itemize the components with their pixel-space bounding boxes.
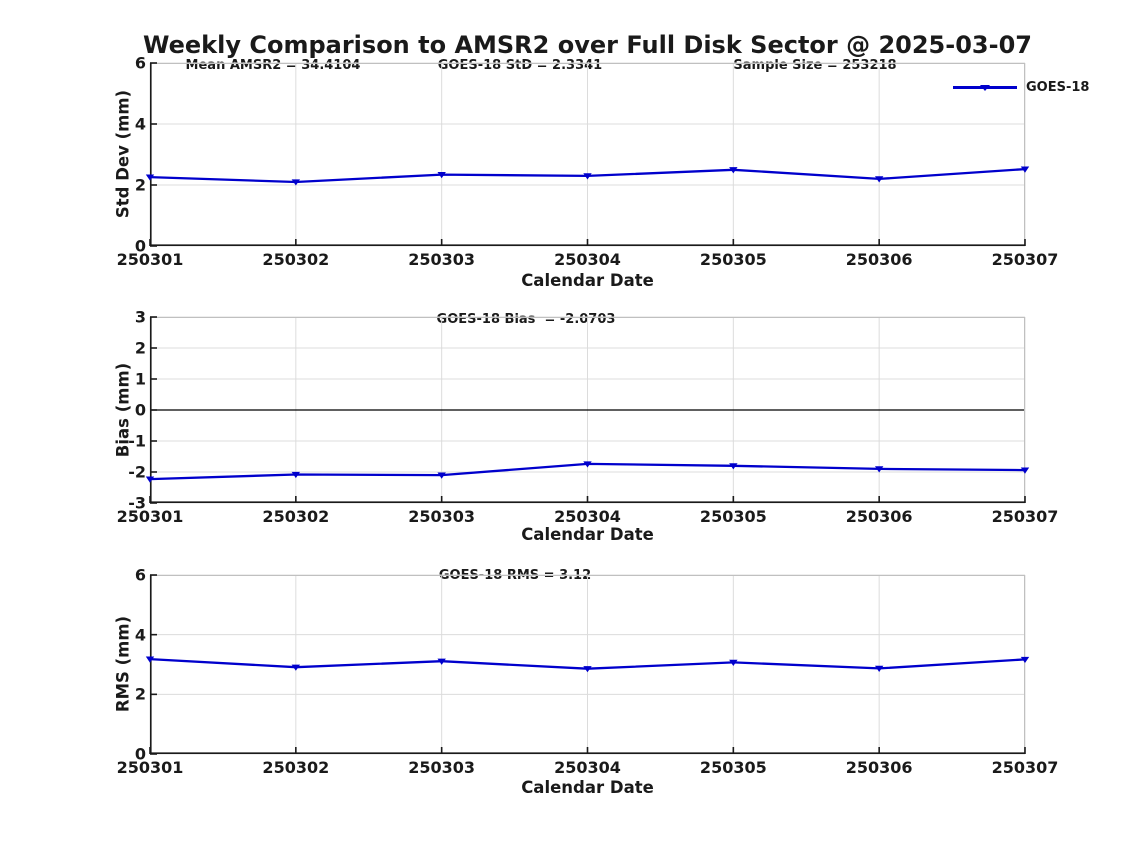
data-point-marker <box>583 666 592 673</box>
y-tick-label: 0 <box>134 236 146 256</box>
x-tick-label: 250302 <box>262 758 330 777</box>
y-tick-label: 6 <box>134 53 146 73</box>
data-point-marker <box>874 176 884 183</box>
data-point-marker <box>583 461 592 468</box>
x-tick-label: 250303 <box>408 250 476 269</box>
x-tick-label: 250302 <box>262 507 330 526</box>
data-point-marker <box>874 466 884 473</box>
plot-area-1 <box>145 62 1030 247</box>
annotation-mean-amsr2: Mean AMSR2 = 34.4104 <box>185 58 361 73</box>
y-tick-label: -3 <box>128 493 146 513</box>
x-axis-label-rms: Calendar Date <box>521 778 654 797</box>
data-point-marker <box>291 664 301 671</box>
data-point-marker <box>583 173 592 180</box>
chart-title: Weekly Comparison to AMSR2 over Full Dis… <box>143 31 1032 59</box>
y-tick-label: 4 <box>134 114 146 134</box>
data-point-marker <box>874 665 884 672</box>
data-point-marker <box>291 179 301 186</box>
y-tick-label: 1 <box>134 369 146 389</box>
y-tick-label: -2 <box>128 462 146 482</box>
y-tick-label: 2 <box>134 175 146 195</box>
data-point-marker <box>729 463 738 470</box>
y-tick-label: 0 <box>134 744 146 764</box>
x-tick-label: 250303 <box>408 758 476 777</box>
annotation-sample-size: Sample Size = 253218 <box>733 58 897 73</box>
x-tick-label: 250306 <box>845 507 913 526</box>
x-tick-label: 250304 <box>554 758 621 777</box>
x-axis-label-stddev: Calendar Date <box>521 271 654 290</box>
data-point-marker <box>145 174 155 181</box>
x-tick-label: 250305 <box>699 250 767 269</box>
legend-line-sample <box>953 79 1017 96</box>
legend: GOES-18 <box>953 79 1089 96</box>
x-tick-label: 250305 <box>699 758 767 777</box>
plot-box <box>149 62 1026 247</box>
x-tick-label: 250306 <box>845 758 913 777</box>
data-point-marker <box>437 172 446 179</box>
data-point-marker <box>437 472 446 479</box>
data-point-marker <box>729 659 738 667</box>
data-point-marker <box>1020 166 1030 173</box>
x-tick-label: 250306 <box>845 250 913 269</box>
plot-box <box>149 316 1026 504</box>
x-tick-label: 250307 <box>991 507 1059 526</box>
gridlines <box>149 574 1026 755</box>
y-tick-label: 4 <box>134 625 146 645</box>
y-tick-label: 2 <box>134 338 146 358</box>
x-tick-label: 250305 <box>699 507 767 526</box>
gridlines <box>149 62 1026 247</box>
annotation-goes18-std: GOES-18 StD = 2.3341 <box>437 58 603 73</box>
x-tick-label: 250301 <box>116 758 184 777</box>
x-tick-label: 250303 <box>408 507 476 526</box>
plot-area-3 <box>145 574 1030 755</box>
data-point-marker <box>729 167 738 174</box>
data-point-marker <box>145 476 155 483</box>
data-point-marker <box>1020 467 1030 474</box>
y-tick-label: 6 <box>134 565 146 585</box>
y-tick-label: 3 <box>134 307 146 327</box>
data-point-marker <box>437 658 446 665</box>
plot-area-2 <box>145 316 1030 504</box>
legend-label: GOES-18 <box>1026 80 1090 95</box>
y-tick-label: 2 <box>134 684 146 704</box>
annotation-goes18-bias: GOES-18 Bias = -2.0703 <box>436 312 616 327</box>
data-point-marker <box>145 656 155 663</box>
data-point-marker <box>291 471 301 479</box>
x-tick-label: 250304 <box>554 250 621 269</box>
y-axis-label-stddev: Std Dev (mm) <box>113 89 133 219</box>
x-tick-label: 250307 <box>991 250 1059 269</box>
x-tick-label: 250304 <box>554 507 621 526</box>
data-point-marker <box>1020 656 1030 664</box>
x-tick-label: 250307 <box>991 758 1059 777</box>
x-axis-label-bias: Calendar Date <box>521 525 654 544</box>
y-tick-label: -1 <box>128 431 146 451</box>
x-tick-label: 250301 <box>116 250 184 269</box>
x-tick-label: 250301 <box>116 507 184 526</box>
x-tick-label: 250302 <box>262 250 330 269</box>
triangle-down-marker-icon <box>980 85 990 91</box>
plot-box <box>149 574 1026 755</box>
y-tick-label: 0 <box>134 400 146 420</box>
